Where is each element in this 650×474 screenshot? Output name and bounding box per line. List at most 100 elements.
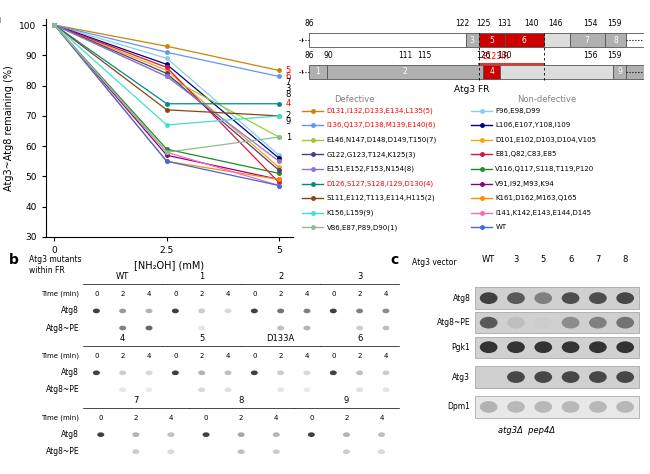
Bar [309,65,327,79]
Text: 130: 130 [497,51,512,60]
Ellipse shape [343,432,350,437]
Ellipse shape [133,432,139,437]
Text: 111: 111 [398,51,413,60]
Ellipse shape [616,401,634,413]
Text: 6: 6 [568,255,573,264]
Text: Time (min): Time (min) [42,353,79,359]
Ellipse shape [616,292,634,304]
Text: Atg3: Atg3 [452,373,471,382]
Text: I141,K142,E143,E144,D145: I141,K142,E143,E144,D145 [495,210,592,216]
Text: E146,N147,D148,D149,T150(7): E146,N147,D148,D149,T150(7) [326,137,437,143]
Bar [327,65,483,79]
Text: 131: 131 [497,18,511,27]
Text: Time (min): Time (min) [42,291,79,297]
Text: 0: 0 [99,415,103,420]
Ellipse shape [507,341,525,353]
Text: Atg3 vector: Atg3 vector [412,258,456,266]
Text: Time (min): Time (min) [42,414,79,421]
Text: 6: 6 [357,334,362,343]
Ellipse shape [480,341,497,353]
Ellipse shape [93,371,100,375]
Ellipse shape [616,317,634,328]
Ellipse shape [534,317,552,328]
Ellipse shape [507,401,525,413]
Text: E123IR: E123IR [482,53,509,62]
Text: 4: 4 [384,291,388,297]
Ellipse shape [562,317,579,328]
Bar [475,312,639,333]
Text: 3: 3 [514,255,519,264]
Ellipse shape [589,401,606,413]
Ellipse shape [534,341,552,353]
Ellipse shape [382,309,389,313]
Text: 6: 6 [286,72,291,81]
Ellipse shape [168,432,174,437]
Text: 4: 4 [305,291,309,297]
Text: 0: 0 [204,415,208,420]
Text: 8: 8 [623,255,628,264]
Text: V86,E87,P89,D90(1): V86,E87,P89,D90(1) [326,224,398,231]
Text: S111,E112,T113,E114,H115(2): S111,E112,T113,E114,H115(2) [326,195,436,201]
Text: 0: 0 [252,291,257,297]
Ellipse shape [273,432,280,437]
Ellipse shape [480,401,497,413]
Ellipse shape [589,371,606,383]
Bar [544,33,570,47]
Text: 0: 0 [94,291,99,297]
Text: 2: 2 [402,67,408,76]
Ellipse shape [507,371,525,383]
Bar [478,33,504,47]
Ellipse shape [308,432,315,437]
Text: D126,S127,S128,I129,D130(4): D126,S127,S128,I129,D130(4) [326,180,434,187]
Bar [309,33,465,47]
Ellipse shape [168,449,174,454]
Text: 4: 4 [226,353,230,359]
Ellipse shape [277,326,284,330]
Ellipse shape [589,292,606,304]
Text: Non-defective: Non-defective [517,95,577,104]
Bar [475,396,639,418]
Text: E151,E152,F153,N154(8): E151,E152,F153,N154(8) [326,166,415,172]
Y-axis label: Atg3~Atg8 remaining (%): Atg3~Atg8 remaining (%) [4,65,14,191]
Text: D101,E102,D103,D104,V105: D101,E102,D103,D104,V105 [495,137,596,143]
Ellipse shape [343,449,350,454]
Ellipse shape [273,449,280,454]
Text: a: a [0,12,1,27]
Text: 2: 2 [358,353,362,359]
Ellipse shape [251,371,258,375]
Bar [626,33,644,47]
Text: 5: 5 [286,66,291,75]
Text: 4: 4 [169,415,173,420]
Ellipse shape [277,388,284,392]
Text: 0: 0 [173,353,177,359]
Text: 3: 3 [357,272,362,281]
Ellipse shape [382,388,389,392]
Ellipse shape [146,326,153,330]
Text: D131,I132,D133,E134,L135(5): D131,I132,D133,E134,L135(5) [326,107,434,114]
Text: 86: 86 [304,18,314,27]
Text: 3: 3 [470,36,474,45]
Text: 6: 6 [522,36,526,45]
Text: Pgk1: Pgk1 [452,343,471,352]
Text: 7: 7 [585,36,590,45]
Text: 2: 2 [286,111,291,120]
Text: 90: 90 [324,51,333,60]
Bar [504,33,544,47]
Ellipse shape [616,371,634,383]
Text: 1: 1 [316,67,320,76]
Text: 7: 7 [133,396,138,405]
Text: 4: 4 [226,291,230,297]
Text: K156,L159(9): K156,L159(9) [326,210,374,216]
Text: 5: 5 [199,334,204,343]
Ellipse shape [304,388,311,392]
Text: 8: 8 [286,90,291,99]
Ellipse shape [378,449,385,454]
Text: 4: 4 [274,415,278,420]
Ellipse shape [304,309,311,313]
Text: 3: 3 [286,84,291,93]
Ellipse shape [119,326,126,330]
Bar [500,65,613,79]
Text: 2: 2 [278,353,283,359]
Text: 115: 115 [417,51,432,60]
Text: Atg8: Atg8 [61,430,79,439]
